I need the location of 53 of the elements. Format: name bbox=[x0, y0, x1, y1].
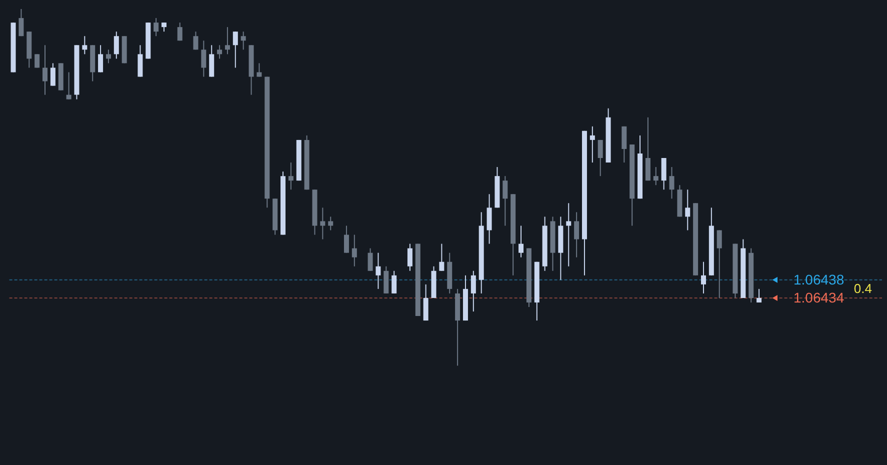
candlestick bbox=[502, 176, 508, 226]
candlestick bbox=[590, 126, 595, 164]
candlestick bbox=[98, 44, 104, 73]
candlestick bbox=[407, 243, 412, 272]
candlestick bbox=[716, 230, 722, 298]
candlestick bbox=[470, 270, 476, 312]
candlestick bbox=[344, 225, 349, 254]
candlestick bbox=[320, 207, 326, 240]
candlestick bbox=[598, 139, 603, 177]
candlestick bbox=[328, 216, 334, 231]
candlestick bbox=[288, 162, 294, 190]
candlestick bbox=[685, 189, 690, 231]
candlestick bbox=[154, 18, 159, 37]
candlestick bbox=[645, 116, 650, 182]
candlestick bbox=[423, 284, 428, 322]
y-tick-label: 1.06434 bbox=[794, 289, 844, 306]
candlestick bbox=[193, 31, 198, 50]
y-tick-label: 1.06438 bbox=[794, 271, 844, 288]
candlestick bbox=[66, 72, 72, 100]
candlestick bbox=[18, 8, 24, 37]
candlestick bbox=[518, 225, 524, 258]
candlestick bbox=[653, 166, 658, 186]
candlestick bbox=[376, 252, 381, 290]
candlestick bbox=[368, 248, 373, 272]
candlestick bbox=[384, 266, 389, 294]
candlestick bbox=[439, 243, 444, 272]
candlestick bbox=[224, 26, 230, 55]
candlestick bbox=[106, 49, 111, 64]
candlestick bbox=[34, 54, 40, 68]
candlestick bbox=[256, 62, 262, 78]
candlestick bbox=[566, 202, 572, 267]
candlestick bbox=[177, 22, 182, 42]
candlestick bbox=[756, 288, 762, 303]
candlestick bbox=[209, 44, 214, 78]
candlestick bbox=[138, 44, 143, 78]
candlestick bbox=[162, 22, 167, 32]
candlestick bbox=[217, 44, 222, 60]
candlestick bbox=[574, 212, 580, 258]
candlestick bbox=[240, 31, 246, 50]
candlestick bbox=[114, 31, 119, 60]
candlestick bbox=[486, 194, 492, 244]
candlestick bbox=[661, 158, 666, 190]
candlestick bbox=[82, 36, 88, 55]
candlestick bbox=[392, 270, 397, 294]
candlestick bbox=[669, 166, 674, 200]
candlestick bbox=[50, 62, 56, 86]
candlestick bbox=[700, 261, 706, 294]
candlestick bbox=[622, 126, 627, 164]
candlestick bbox=[201, 40, 206, 78]
candlestick bbox=[42, 44, 48, 96]
candlestick bbox=[232, 31, 238, 68]
candlestick bbox=[352, 234, 357, 267]
annotation: 0.4 bbox=[854, 280, 872, 296]
